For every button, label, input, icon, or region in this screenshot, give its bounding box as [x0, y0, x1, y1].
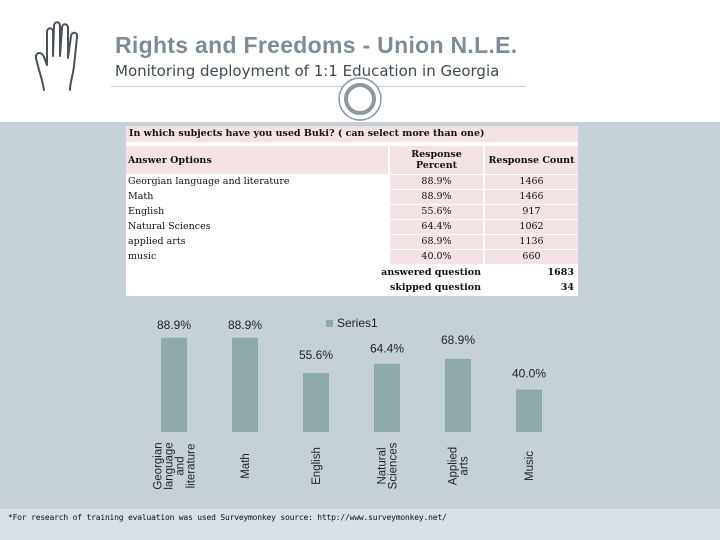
category-label: Math	[240, 453, 252, 479]
survey-question: In which subjects have you used Buki? ( …	[126, 126, 578, 142]
legend-swatch	[326, 319, 333, 327]
bar	[303, 373, 329, 432]
column-header-count-label: Response Count	[488, 154, 575, 166]
answered-question-label: answered question	[381, 267, 481, 278]
circle-icon	[338, 77, 382, 121]
category-label: English	[311, 447, 323, 485]
row-percent: 88.9%	[390, 190, 483, 204]
bar	[232, 337, 258, 432]
category-label: Music	[524, 451, 536, 481]
data-label: 88.9%	[228, 318, 262, 332]
bar	[516, 389, 542, 432]
data-label: 88.9%	[157, 318, 191, 332]
answered-question-value: 1683	[547, 267, 574, 278]
category-label: Appliedarts	[448, 447, 471, 485]
category-label: NaturalSciences	[377, 442, 400, 489]
skipped-question-label: skipped question	[389, 282, 481, 293]
column-header-count: Response Count	[485, 146, 578, 174]
row-percent: 55.6%	[390, 205, 483, 219]
row-option: music	[128, 251, 157, 262]
bar	[445, 358, 471, 432]
row-count: 1062	[485, 220, 578, 234]
header-divider	[111, 86, 526, 87]
page-title: Rights and Freedoms - Union N.L.E.	[115, 32, 518, 58]
page-subtitle: Monitoring deployment of 1:1 Education i…	[115, 62, 500, 80]
survey-table: In which subjects have you used Buki? ( …	[126, 126, 578, 296]
row-percent: 64.4%	[390, 220, 483, 234]
category-label: Georgianlanguageandliterature	[153, 442, 198, 489]
footnote: *For research of training evaluation was…	[8, 513, 447, 522]
row-option: Georgian language and literature	[128, 176, 290, 187]
data-label: 40.0%	[512, 367, 546, 381]
data-label: 55.6%	[299, 348, 333, 362]
slide-header: Rights and Freedoms - Union N.L.E. Monit…	[0, 0, 720, 122]
data-label: 64.4%	[370, 342, 404, 356]
row-option: Natural Sciences	[128, 221, 211, 232]
bar	[374, 363, 400, 432]
column-header-options: Answer Options	[126, 146, 388, 174]
data-label: 68.9%	[441, 333, 475, 347]
row-percent: 68.9%	[390, 235, 483, 249]
row-percent: 40.0%	[390, 250, 483, 264]
row-count: 1136	[485, 235, 578, 249]
row-count: 1466	[485, 190, 578, 204]
hand-icon	[34, 21, 79, 91]
column-header-percent-line2: Percent	[415, 160, 458, 171]
row-percent: 88.9%	[390, 175, 483, 189]
legend-label: Series1	[337, 316, 378, 330]
bar	[161, 337, 187, 432]
row-option: applied arts	[128, 236, 186, 247]
footer-band	[0, 509, 720, 540]
column-header-percent-line1: Response	[411, 149, 462, 160]
column-header-options-label: Answer Options	[128, 154, 212, 166]
row-count: 917	[485, 205, 578, 219]
row-count: 660	[485, 250, 578, 264]
column-header-percent: Response Percent	[390, 146, 483, 174]
chart-legend: Series1	[326, 316, 378, 330]
row-option: English	[128, 206, 165, 217]
row-option: Math	[128, 191, 154, 202]
skipped-question-value: 34	[560, 282, 574, 293]
row-count: 1466	[485, 175, 578, 189]
